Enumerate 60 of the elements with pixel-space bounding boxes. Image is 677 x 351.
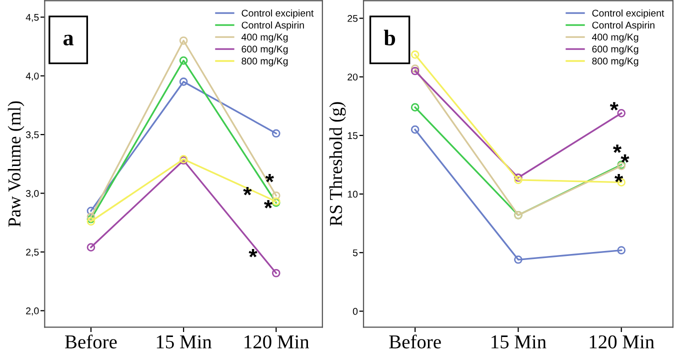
point <box>86 217 96 226</box>
x-tick-label: Before <box>65 334 117 348</box>
legend-label: 400 mg/Kg <box>241 33 288 42</box>
y-tick-label: 0 <box>352 308 358 315</box>
legend-label: 600 mg/Kg <box>242 45 288 54</box>
point <box>86 212 96 221</box>
legend-label: 400 mg/Kg <box>592 33 638 42</box>
legend-label: Control Aspirin <box>592 21 654 30</box>
point <box>272 268 280 278</box>
point <box>514 255 522 264</box>
point <box>272 129 280 138</box>
y-tick-label: 20 <box>348 74 358 80</box>
annotation: * <box>614 174 624 182</box>
y-tick-label: 3,0 <box>26 190 39 198</box>
y-tick-label: 4,0 <box>26 72 39 81</box>
x-tick-label: 15 Min <box>156 335 212 348</box>
annotation: * <box>264 200 273 208</box>
point <box>617 109 626 118</box>
point <box>410 50 420 59</box>
y-tick-label: 3,5 <box>26 131 39 140</box>
legend-label: 600 mg/Kg <box>592 45 638 54</box>
x-tick-label: Before <box>389 334 441 348</box>
point <box>410 64 420 73</box>
annotation: * <box>248 249 258 258</box>
legend-label: Control excipient <box>592 9 664 19</box>
point <box>514 173 522 182</box>
x-tick-label: 120 Min <box>244 335 310 348</box>
y-tick-label: 15 <box>348 132 358 140</box>
y-tick-label: 2,0 <box>26 307 39 316</box>
legend-label: Control Aspirin <box>242 21 304 30</box>
x-tick-label: 15 Min <box>492 335 546 348</box>
point <box>410 125 420 134</box>
x-tick-label: 120 Min <box>590 335 654 348</box>
point <box>179 36 188 45</box>
y-tick-label: 25 <box>348 15 358 22</box>
annotation: * <box>243 187 252 196</box>
point <box>410 66 420 76</box>
legend-label: 800 mg/Kg <box>242 57 288 66</box>
y-tick-label: 5 <box>352 249 358 256</box>
y-tick-label: 10 <box>348 190 358 198</box>
y-axis-title: Paw Volume (ml) <box>8 101 24 227</box>
point <box>617 246 626 254</box>
text: b <box>384 30 396 46</box>
annotation: * <box>610 102 618 110</box>
point <box>179 56 188 65</box>
legend-label: 800 mg/Kg <box>592 57 638 66</box>
y-tick-label: 4,5 <box>26 14 39 22</box>
point <box>410 103 420 112</box>
y-axis-title: RS Threshold (g) <box>329 102 346 226</box>
point <box>86 214 96 224</box>
point <box>272 191 280 200</box>
point <box>179 78 188 86</box>
legend-label: Control excipient <box>242 9 314 19</box>
annotation: * <box>265 174 274 182</box>
y-tick-label: 2,5 <box>26 248 39 257</box>
text: a <box>63 34 74 46</box>
annotation: * <box>620 154 630 163</box>
annotation: * <box>612 144 622 153</box>
point <box>514 176 522 184</box>
point <box>86 243 96 252</box>
